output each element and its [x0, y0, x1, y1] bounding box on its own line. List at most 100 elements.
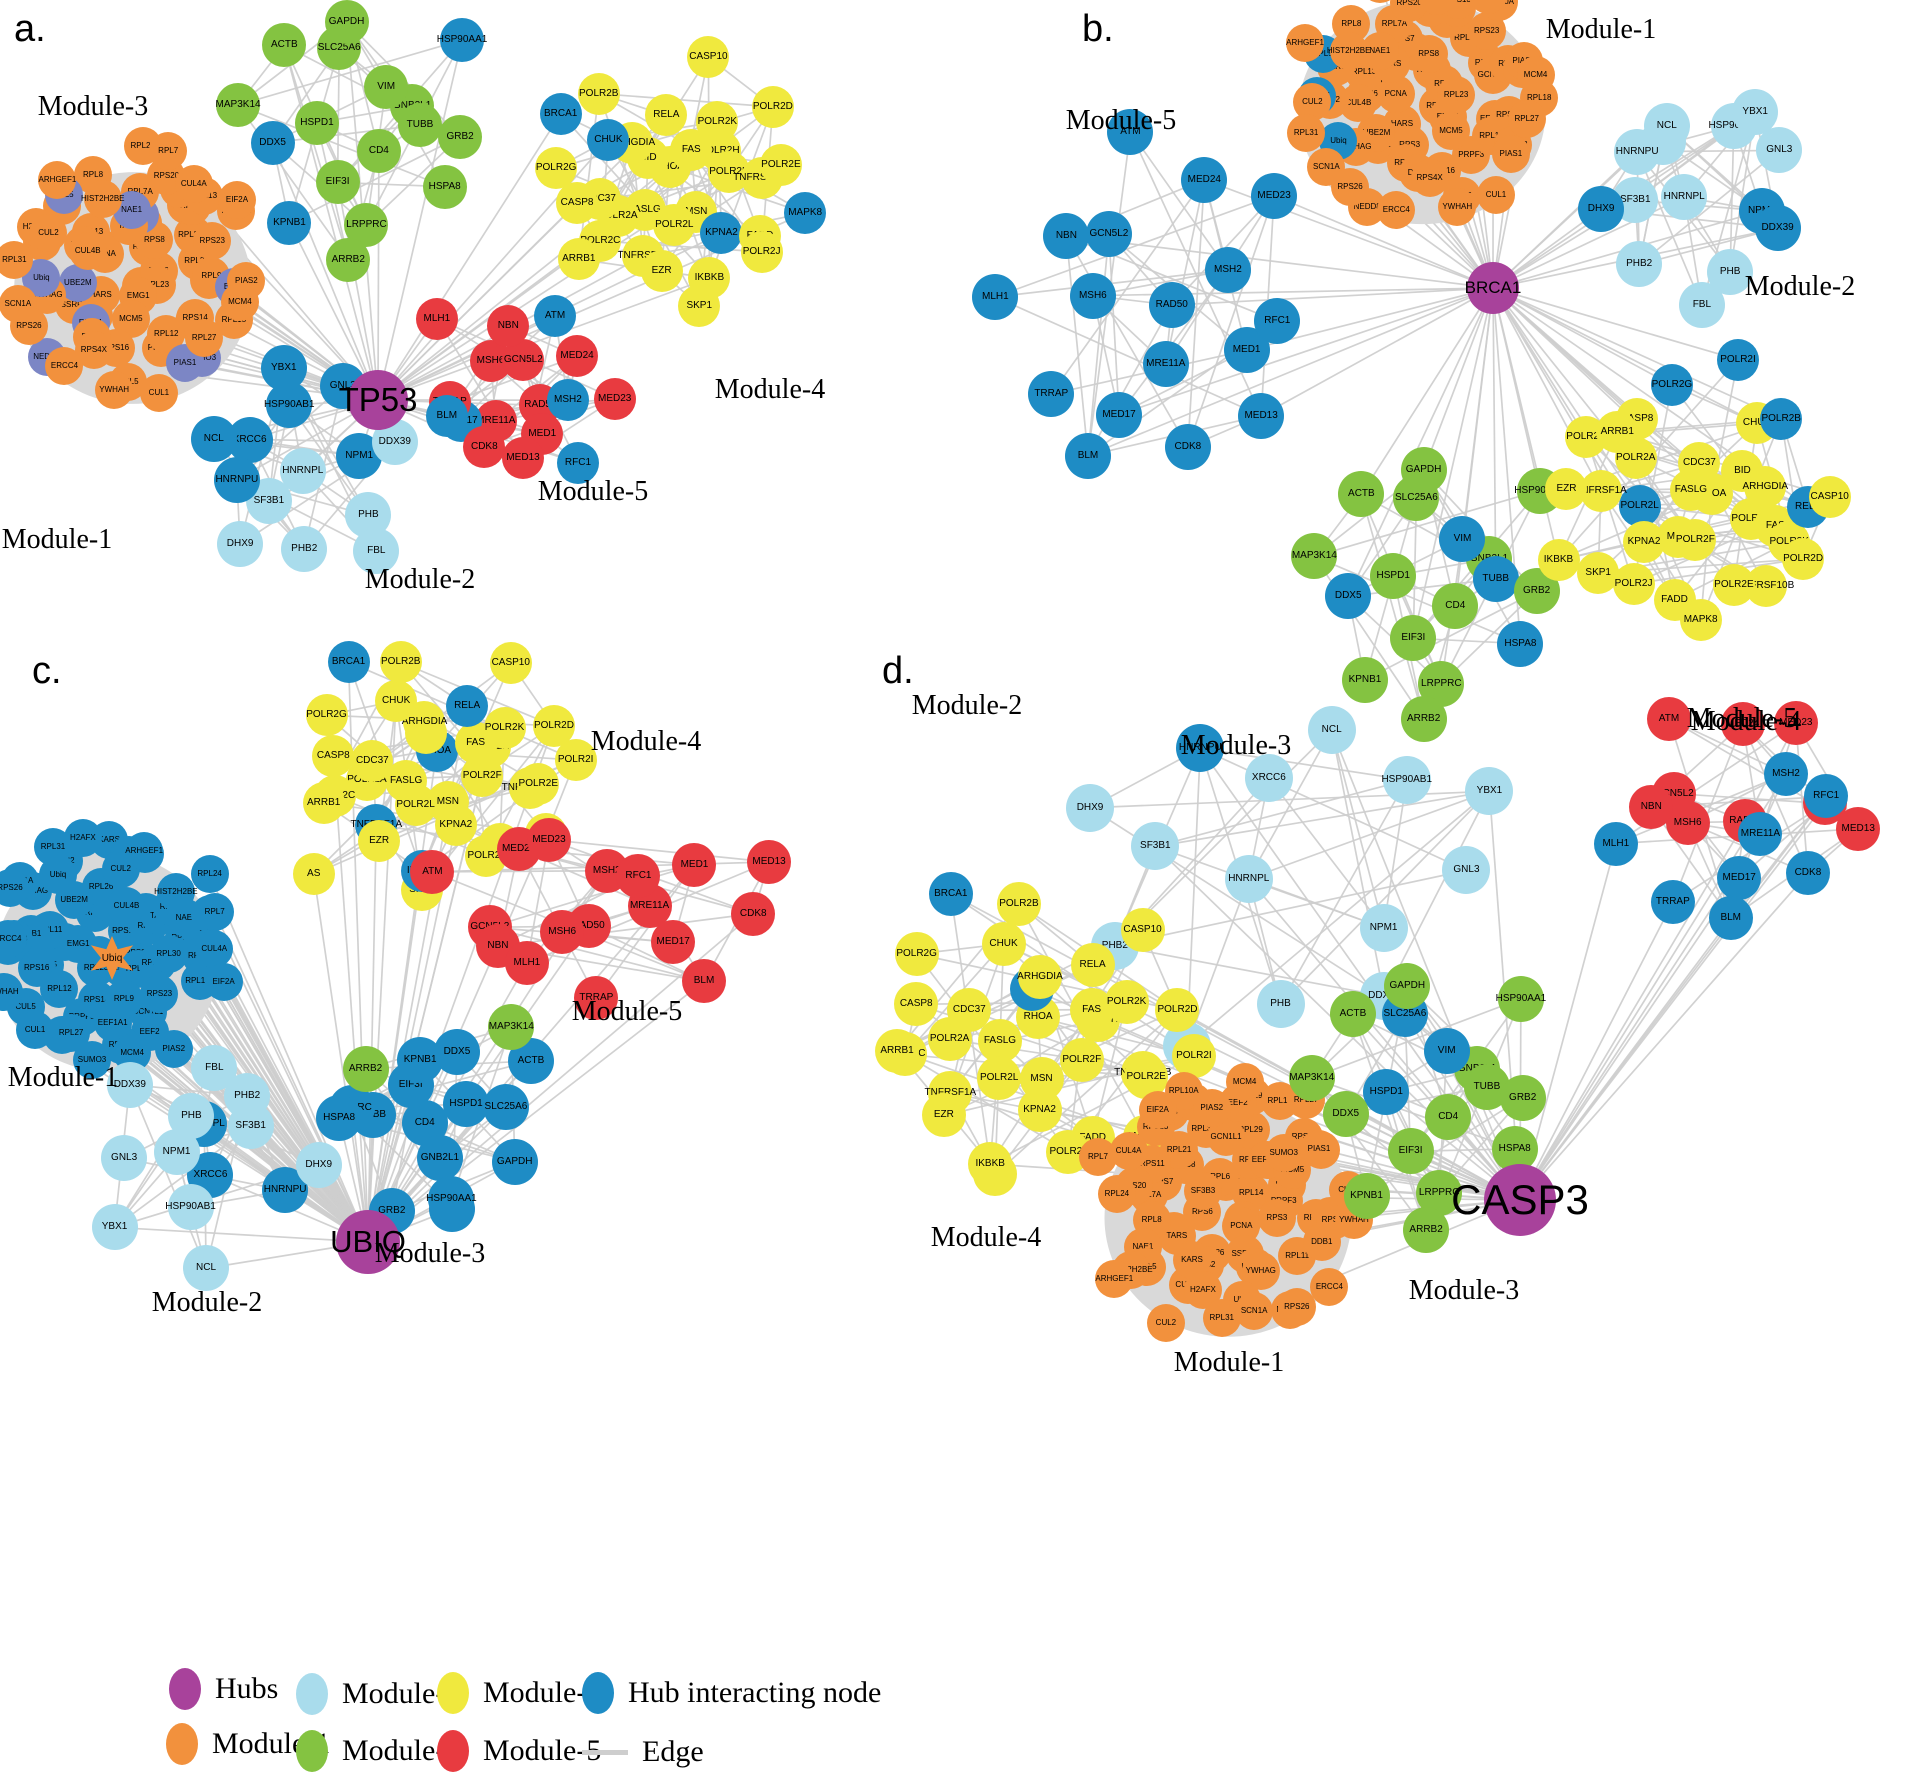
node-IKBKB: IKBKB — [1537, 539, 1580, 582]
node-EIF3I: EIF3I — [1390, 615, 1437, 662]
node-HIST2H2BE: HIST2H2BE — [154, 872, 198, 911]
node-GNL3: GNL3 — [101, 1135, 148, 1182]
node-CDC37: CDC37 — [947, 988, 992, 1033]
node-EZR: EZR — [358, 819, 401, 862]
node-ATM: ATM — [410, 849, 455, 894]
legend-item-module-5: Module-5 — [437, 1730, 601, 1772]
node-RPL27: RPL27 — [52, 1013, 91, 1052]
node-NBN: NBN — [1043, 213, 1090, 260]
node-POLR2E: POLR2E — [1712, 564, 1755, 607]
node-EIF3I: EIF3I — [315, 160, 360, 205]
node-KPNB1: KPNB1 — [1341, 656, 1388, 703]
node-HSP90AA1: HSP90AA1 — [426, 1176, 477, 1223]
node-ARRB2: ARRB2 — [1400, 695, 1447, 742]
node-ARHGEF1: ARHGEF1 — [125, 832, 164, 871]
node-MSH6: MSH6 — [1069, 272, 1116, 319]
node-RPS3: RPS3 — [1257, 1199, 1296, 1238]
legend-swatch-green — [296, 1730, 328, 1772]
node-POLR2G: POLR2G — [305, 694, 348, 737]
node-MED17: MED17 — [1096, 391, 1143, 438]
node-HSPA8: HSPA8 — [422, 164, 467, 209]
node-MED13: MED13 — [1238, 392, 1285, 439]
node-ARHGDIA: ARHGDIA — [1017, 954, 1063, 999]
module-label-module-4-panel-a: Module-4 — [714, 374, 826, 405]
node-CUL4A: CUL4A — [174, 165, 213, 204]
node-PIAS1: PIAS1 — [1299, 1129, 1338, 1168]
node-POLR2I: POLR2I — [1171, 1034, 1216, 1079]
legend-item-module-3: Module-3 — [296, 1730, 460, 1772]
node-POLR2K: POLR2K — [1104, 979, 1149, 1024]
node-FASLG: FASLG — [977, 1019, 1022, 1064]
node-DDX39: DDX39 — [1754, 205, 1801, 252]
node-RPS26: RPS26 — [1277, 1288, 1316, 1326]
node-TRRAP: TRRAP — [1028, 371, 1075, 418]
node-POLR2L: POLR2L — [394, 784, 437, 827]
node-RPL9: RPL9 — [104, 979, 143, 1018]
module-label-module-2-panel-b: Module-2 — [1744, 271, 1856, 302]
node-ERCC4: ERCC4 — [45, 346, 84, 385]
node-RPS4X: RPS4X — [1410, 158, 1449, 197]
node-TRRAP: TRRAP — [1650, 880, 1695, 925]
node-RPL31: RPL31 — [33, 828, 72, 867]
node-DDX5: DDX5 — [1322, 1091, 1369, 1138]
node-NPM1: NPM1 — [1359, 903, 1408, 952]
node-KPNA2: KPNA2 — [1623, 520, 1665, 563]
node-POLR2B: POLR2B — [996, 882, 1041, 927]
node-CDK8: CDK8 — [463, 426, 506, 469]
node-MAP3K14: MAP3K14 — [488, 1004, 535, 1051]
node-KPNA2: KPNA2 — [434, 804, 477, 847]
node-MAP3K14: MAP3K14 — [1288, 1054, 1335, 1101]
panel-letter-d: d. — [882, 650, 914, 692]
node-CHUK: CHUK — [587, 118, 630, 161]
node-MCM4: MCM4 — [1225, 1063, 1264, 1102]
node-MED24: MED24 — [556, 335, 599, 378]
node-HNRNPL: HNRNPL — [1661, 174, 1708, 221]
node-BRCA1: BRCA1 — [327, 640, 370, 683]
legend-label: Edge — [642, 1735, 704, 1768]
module-label-module-5-panel-a: Module-5 — [537, 476, 649, 507]
node-MSH2: MSH2 — [1204, 246, 1251, 293]
node-YWHAH: YWHAH — [1438, 188, 1477, 227]
module-label-module-4-panel-c: Module-4 — [590, 726, 702, 757]
node-TUBB: TUBB — [398, 103, 443, 148]
node-POLR2G: POLR2G — [894, 931, 939, 976]
node-NCL: NCL — [1643, 103, 1690, 150]
node-BRCA1: BRCA1 — [539, 93, 582, 136]
node-MED13: MED13 — [747, 839, 792, 884]
node-NBN: NBN — [487, 304, 530, 347]
node-CDK8: CDK8 — [731, 891, 776, 936]
node-HSPD1: HSPD1 — [1363, 1068, 1410, 1115]
node-POLR2J: POLR2J — [740, 230, 783, 273]
node-GNL3: GNL3 — [1442, 846, 1491, 895]
node-RPS23: RPS23 — [140, 974, 179, 1013]
module-label-module-1-panel-b: Module-1 — [1545, 14, 1657, 45]
node-MED1: MED1 — [672, 842, 717, 887]
module-label-module-5-panel-b: Module-5 — [1065, 105, 1177, 136]
node-RPL31: RPL31 — [0, 241, 34, 280]
node-CHUK: CHUK — [981, 921, 1026, 966]
node-HSP90AB1: HSP90AB1 — [165, 1184, 216, 1231]
node-ARHGEF1: ARHGEF1 — [1286, 24, 1325, 63]
hub-node-UBIQ: UBIQ — [330, 1210, 406, 1274]
node-HSPD1: HSPD1 — [1370, 552, 1417, 599]
node-ATM: ATM — [534, 295, 577, 338]
node-POLR2B: POLR2B — [379, 641, 422, 684]
node-CASP10: CASP10 — [1808, 475, 1851, 518]
node-CASP10: CASP10 — [489, 642, 532, 685]
node-RPS20: RPS20 — [1390, 0, 1429, 23]
node-ARRB2: ARRB2 — [326, 237, 371, 282]
node-EIF3I: EIF3I — [1387, 1128, 1434, 1175]
node-KPNB1: KPNB1 — [1343, 1172, 1390, 1219]
node-HSPA8: HSPA8 — [1497, 620, 1544, 667]
node-CDK8: CDK8 — [1164, 424, 1211, 471]
node-MLH1: MLH1 — [504, 941, 549, 986]
node-KPNB1: KPNB1 — [267, 200, 312, 245]
node-MED23: MED23 — [527, 817, 572, 862]
node-FBL: FBL — [191, 1044, 238, 1091]
node-CASP10: CASP10 — [687, 36, 730, 79]
node-GRB2: GRB2 — [1499, 1074, 1546, 1121]
node-RPL7: RPL7 — [149, 131, 188, 170]
node-POLR2L: POLR2L — [1618, 484, 1661, 527]
legend-label: Hubs — [215, 1672, 279, 1705]
node-RPS8: RPS8 — [1409, 34, 1448, 73]
